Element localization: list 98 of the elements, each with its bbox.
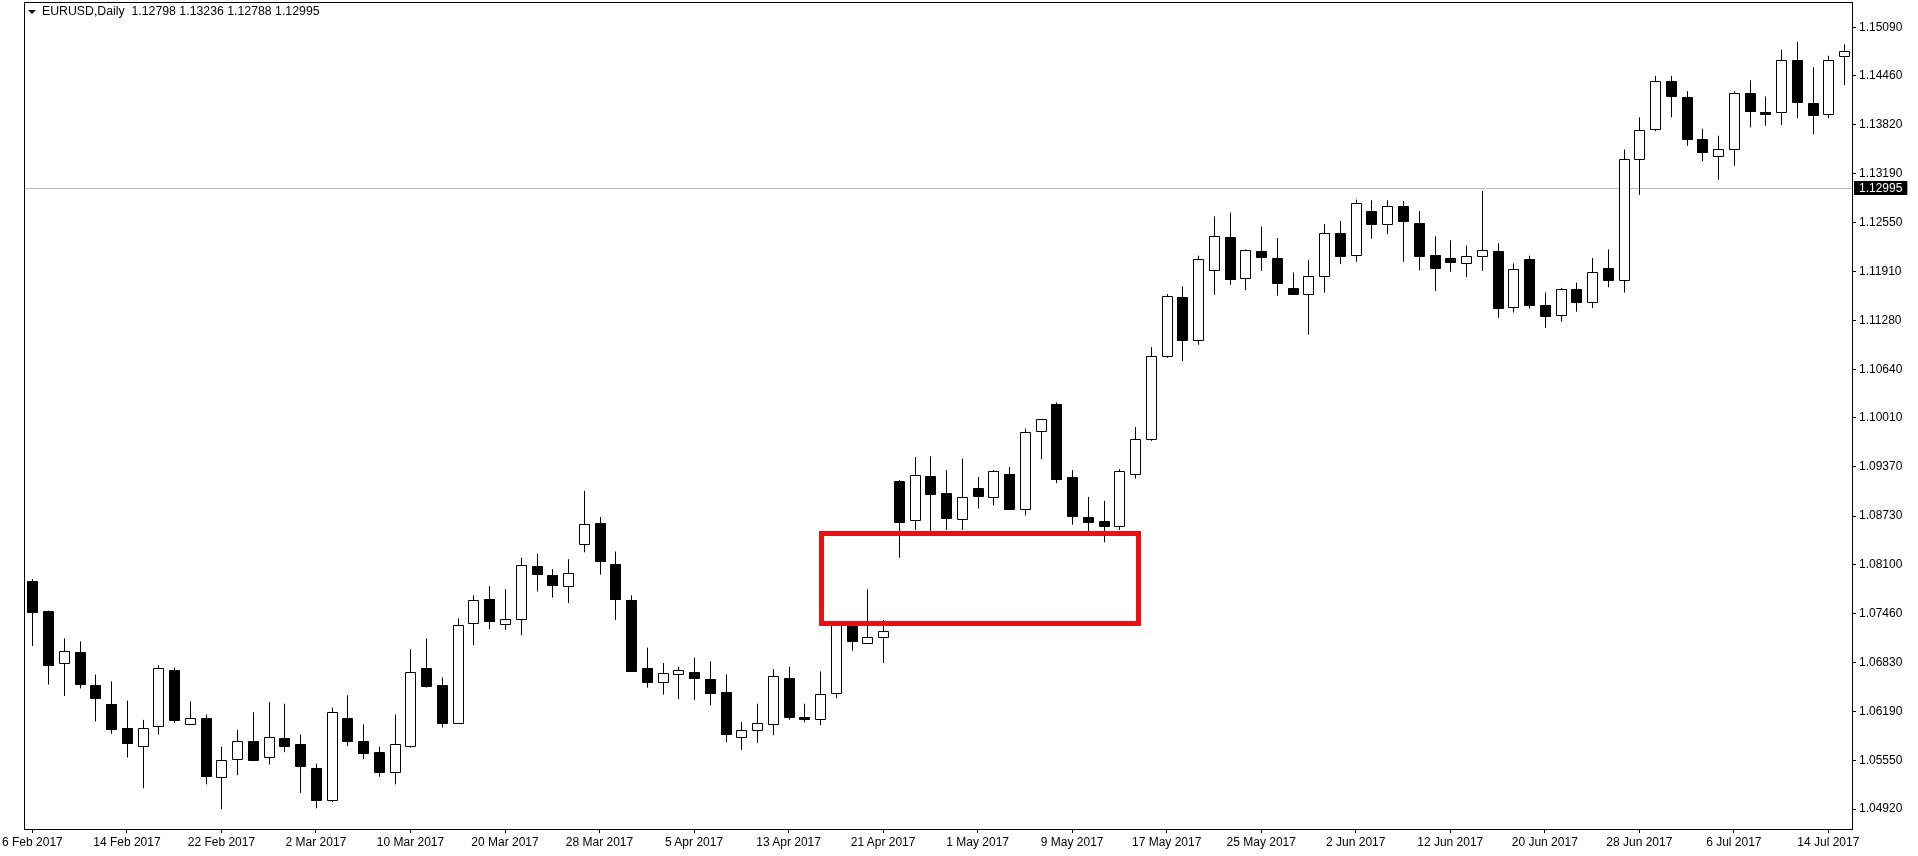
candlestick (799, 703, 810, 723)
candlestick (1398, 200, 1409, 263)
candlestick (957, 458, 968, 531)
candlestick (1303, 259, 1314, 336)
candlestick (279, 703, 290, 753)
x-tick-label: 12 Jun 2017 (1417, 834, 1484, 849)
candlestick (1382, 199, 1393, 235)
y-tick-label: 1.10010 (1859, 410, 1903, 425)
candlestick (1760, 96, 1771, 127)
x-tick-label: 14 Jul 2017 (1797, 834, 1860, 849)
candlestick (59, 637, 70, 697)
x-tick-label: 14 Feb 2017 (93, 834, 161, 849)
ref-line-label: 1.12995 (1859, 180, 1903, 195)
y-tick-label: 1.11910 (1859, 264, 1902, 279)
y-tick-label: 1.05550 (1859, 752, 1903, 767)
x-tick-label: 20 Mar 2017 (471, 834, 540, 849)
candlestick (1083, 496, 1094, 533)
candlestick (1745, 79, 1756, 128)
candlestick (1256, 225, 1267, 272)
x-tick-label: 10 Mar 2017 (376, 834, 445, 849)
y-tick-label: 1.10640 (1859, 361, 1903, 376)
candlestick (547, 568, 558, 599)
candlestick (232, 729, 243, 776)
candlestick (579, 490, 590, 553)
candlestick (185, 700, 196, 725)
y-tick-label: 1.13190 (1859, 165, 1903, 180)
candlestick (1571, 282, 1582, 313)
candlestick (500, 588, 511, 631)
candlestick (484, 585, 495, 630)
candlestick (563, 558, 574, 604)
candlestick (1036, 418, 1047, 460)
x-tick-label: 9 May 2017 (1040, 834, 1104, 849)
y-tick-label: 1.08100 (1859, 556, 1903, 571)
candlestick (1335, 220, 1346, 265)
candlestick (1839, 43, 1850, 86)
candlestick (1666, 75, 1677, 118)
x-tick-label: 28 Jun 2017 (1606, 834, 1673, 849)
candlestick (248, 711, 259, 761)
candlestick (138, 719, 149, 789)
x-tick-label: 2 Jun 2017 (1326, 834, 1386, 849)
x-tick-label: 22 Feb 2017 (187, 834, 256, 849)
candlestick (1430, 235, 1441, 292)
candlestick (925, 455, 936, 532)
x-tick-label: 25 May 2017 (1226, 834, 1297, 849)
x-tick-label: 6 Jul 2017 (1706, 834, 1762, 849)
candlestick (1366, 199, 1377, 240)
candlestick (1808, 66, 1819, 135)
candlestick (673, 666, 684, 700)
chart-title: EURUSD,Daily 1.12798 1.13236 1.12788 1.12995 (42, 4, 320, 18)
candlestick (358, 723, 369, 760)
candlestick (1603, 248, 1614, 288)
candlestick (1697, 128, 1708, 162)
candlestick (862, 588, 873, 645)
candlestick (1445, 239, 1456, 273)
candlestick (342, 694, 353, 747)
x-tick-label: 2 Mar 2017 (285, 834, 347, 849)
x-tick-label: 5 Apr 2017 (665, 834, 724, 849)
candlestick (90, 674, 101, 722)
candlestick (1099, 500, 1110, 543)
candlestick (1461, 245, 1472, 278)
x-tick-label: 28 Mar 2017 (565, 834, 634, 849)
candlestick (532, 553, 543, 593)
candlestick (689, 657, 700, 701)
candlestick (264, 701, 275, 765)
candlestick (1540, 292, 1551, 329)
candlestick (295, 733, 306, 794)
candlestick (705, 660, 716, 706)
candlestick (122, 700, 133, 759)
candlestick (1288, 272, 1299, 296)
y-tick-label: 1.13820 (1859, 117, 1903, 132)
x-tick-label: 13 Apr 2017 (756, 834, 822, 849)
x-tick-label: 20 Jun 2017 (1511, 834, 1579, 849)
candlestick (1713, 135, 1724, 181)
y-tick-label: 1.11280 (1859, 312, 1902, 327)
candlestick (1477, 190, 1488, 272)
y-tick-label: 1.12550 (1859, 214, 1903, 229)
candlestick (658, 662, 669, 695)
x-tick-label: 1 May 2017 (946, 834, 1010, 849)
candlestick (421, 637, 432, 689)
x-tick-label: 6 Feb 2017 (2, 834, 64, 849)
y-tick-label: 1.06830 (1859, 654, 1903, 669)
y-tick-label: 1.08730 (1859, 508, 1903, 523)
candlestick (216, 746, 227, 810)
y-tick-label: 1.06190 (1859, 703, 1903, 718)
candlestick (374, 746, 385, 778)
candlestick (878, 619, 889, 664)
y-tick-label: 1.07460 (1859, 606, 1903, 621)
y-tick-label: 1.04920 (1859, 801, 1903, 816)
candlestick (973, 476, 984, 509)
candlestick (752, 703, 763, 744)
y-tick-label: 1.14460 (1859, 68, 1903, 83)
candlestick (642, 647, 653, 689)
y-tick-label: 1.09370 (1859, 459, 1903, 474)
candlestick (736, 721, 747, 751)
x-tick-label: 17 May 2017 (1131, 834, 1202, 849)
y-tick-label: 1.15090 (1859, 19, 1903, 34)
candlestick (468, 594, 479, 646)
x-tick-label: 21 Apr 2017 (850, 834, 916, 849)
